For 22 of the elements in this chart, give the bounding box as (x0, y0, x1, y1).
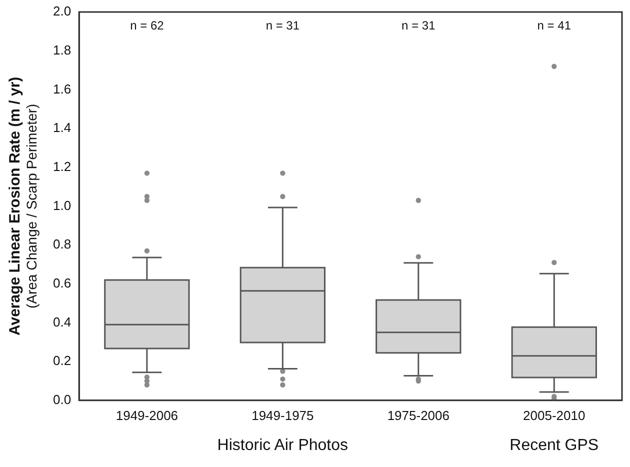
x-tick-label: 1949-1975 (252, 408, 314, 423)
x-tick-label: 2005-2010 (523, 408, 586, 423)
y-tick-label: 0.0 (52, 392, 72, 407)
y-tick-label: 0.4 (52, 314, 72, 330)
annotation: n = 31 (402, 18, 436, 32)
y-tick-label: 0.2 (52, 353, 72, 368)
y-tick-label: 1.8 (52, 42, 72, 58)
y-tick-label: 1.6 (52, 81, 72, 96)
x-tick-label: 1975-2006 (387, 408, 450, 423)
annotation: n = 62 (130, 18, 164, 32)
y-tick-label: 1.2 (52, 158, 72, 174)
y-tick-label: 0.6 (52, 275, 72, 290)
y-tick-label: 2.0 (52, 4, 72, 19)
annotation: n = 41 (537, 18, 572, 32)
y-tick-label: 0.8 (52, 236, 72, 252)
text: Historic Air Photos (217, 436, 348, 454)
annotation: n = 31 (266, 18, 300, 32)
y-tick-label: 1.4 (52, 120, 72, 136)
x-tick-label: 1949-2006 (116, 408, 178, 423)
text: Recent GPS (510, 436, 599, 454)
y-axis-title: Average Linear Erosion Rate (m / yr) (Area Change / Scarp Perimeter) (6, 76, 40, 336)
y-tick-label: 1.0 (52, 198, 72, 213)
